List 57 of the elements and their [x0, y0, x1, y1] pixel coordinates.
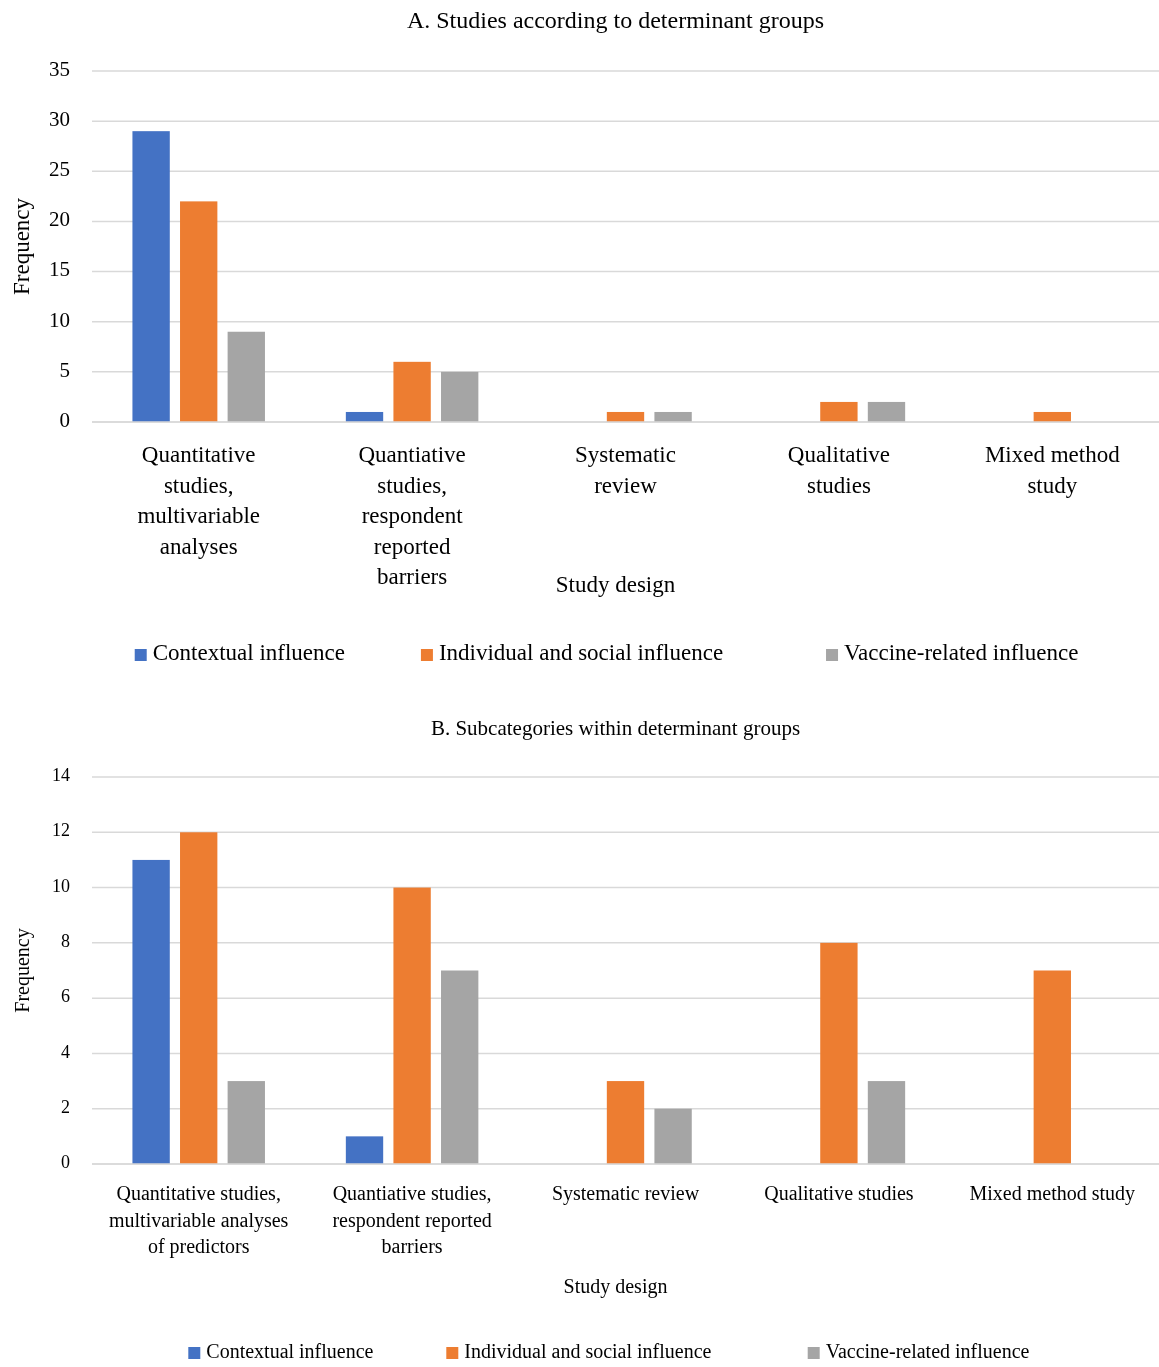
- bar: [180, 832, 218, 1164]
- legend-label: Individual and social influence: [464, 1339, 712, 1362]
- y-tick-label: 10: [52, 875, 70, 896]
- bar: [441, 970, 479, 1164]
- y-tick-label: 6: [61, 986, 70, 1007]
- legend-label: Contextual influence: [152, 640, 345, 666]
- bar: [393, 887, 431, 1164]
- bar: [345, 1136, 384, 1164]
- x-tick-label: Mixed method study: [969, 1182, 1136, 1205]
- x-axis-title: Study design: [555, 572, 676, 597]
- legend-label: Vaccine-related influence: [844, 640, 1079, 666]
- y-tick-label: 5: [59, 357, 70, 382]
- y-tick-label: 35: [49, 56, 70, 81]
- bar: [227, 1081, 265, 1164]
- chart-title: A. Studies according to determinant groups: [406, 6, 825, 33]
- x-tick-label: Qualitative studies: [764, 1182, 914, 1204]
- bar: [654, 411, 692, 422]
- y-tick-label: 0: [61, 1152, 70, 1173]
- y-tick-label: 10: [49, 307, 70, 332]
- bar: [654, 1108, 692, 1164]
- y-tick-label: 2: [61, 1096, 70, 1117]
- bar: [820, 401, 858, 422]
- legend-label: Vaccine-related influence: [825, 1339, 1030, 1362]
- bar: [393, 361, 431, 422]
- x-tick-label: Quantiative studies, respondent reported barriers: [358, 442, 466, 590]
- x-tick-label: Mixed method study: [984, 442, 1121, 498]
- bar: [227, 331, 265, 422]
- x-tick-label: Quantitative studies, multivariable analyses: [137, 442, 261, 559]
- y-tick-label: 20: [49, 207, 70, 232]
- bar: [180, 201, 218, 422]
- bar: [867, 401, 906, 422]
- y-tick-label: 14: [52, 765, 70, 786]
- y-tick-label: 4: [61, 1041, 70, 1062]
- x-tick-label: Systematic review: [551, 1182, 700, 1205]
- y-axis-title: Frequency: [10, 928, 34, 1013]
- y-tick-label: 8: [61, 930, 70, 951]
- chart-title: B. Subcategories within determinant groups: [430, 715, 801, 740]
- y-tick-label: 25: [49, 157, 70, 182]
- bar: [441, 371, 479, 422]
- y-tick-label: 15: [49, 257, 70, 282]
- x-tick-label: Quantiative studies, respondent reported barriers: [332, 1182, 492, 1258]
- x-tick-label: Systematic review: [575, 442, 676, 498]
- legend-label: Individual and social influence: [438, 640, 724, 666]
- bar: [1033, 970, 1071, 1164]
- x-tick-label: Qualitative studies: [787, 442, 890, 498]
- bar: [867, 1081, 906, 1164]
- y-axis-title: Frequency: [9, 197, 35, 296]
- y-tick-label: 30: [49, 106, 70, 131]
- x-axis-title: Study design: [563, 1275, 668, 1298]
- bar: [820, 942, 858, 1164]
- y-tick-label: 0: [59, 407, 70, 432]
- x-tick-label: Quantitative studies, multivariable analyses of predictors: [109, 1182, 289, 1259]
- bar: [132, 131, 170, 422]
- bar: [606, 1081, 645, 1164]
- y-tick-label: 12: [52, 820, 70, 841]
- legend-label: Contextual influence: [206, 1339, 374, 1362]
- bar: [132, 859, 170, 1164]
